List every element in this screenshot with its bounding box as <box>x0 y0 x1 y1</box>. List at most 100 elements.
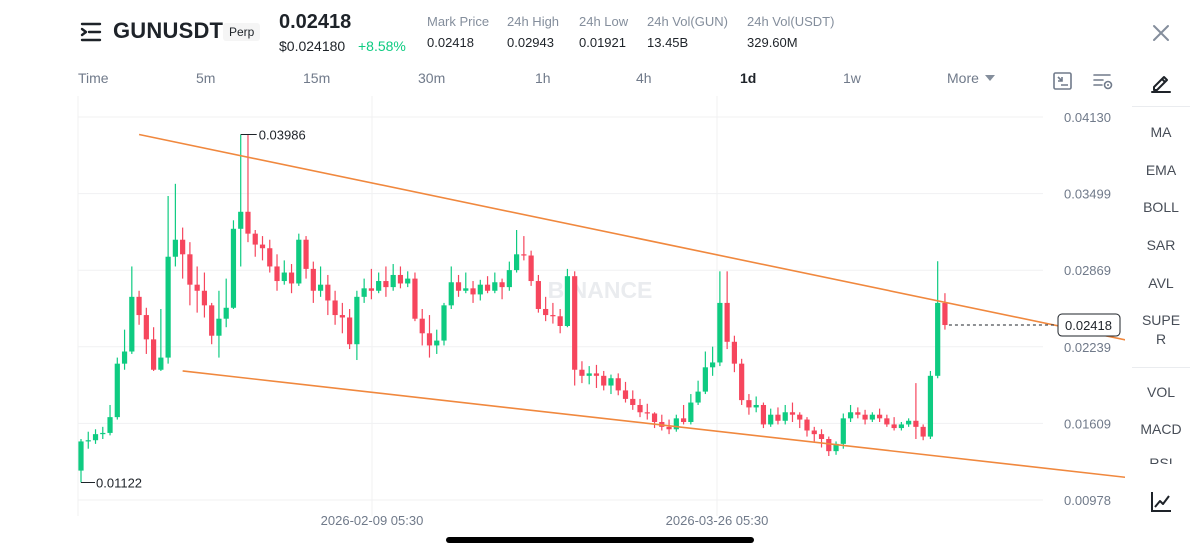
candle-down <box>180 239 186 255</box>
candle-down <box>209 305 215 336</box>
candle-up <box>405 278 411 284</box>
candle-down <box>274 266 280 282</box>
candle-down <box>303 239 309 269</box>
contract-type-badge: Perp <box>223 23 261 41</box>
candle-down <box>455 282 462 291</box>
indicator-super[interactable]: SUPE R <box>1132 311 1190 349</box>
indicator-ema[interactable]: EMA <box>1145 162 1177 178</box>
last-price: 0.02418 <box>279 11 352 33</box>
indicator-ma[interactable]: MA <box>1150 124 1172 140</box>
candle-down <box>194 284 200 291</box>
candle-up <box>441 305 447 341</box>
close-icon[interactable] <box>1150 22 1172 44</box>
candle-up <box>354 296 360 345</box>
candle-down <box>724 302 730 342</box>
tab-4h[interactable]: 4h <box>636 70 652 86</box>
candle-down <box>288 272 295 284</box>
indicator-rsi[interactable]: RSI <box>1149 455 1173 464</box>
candle-down <box>920 426 926 437</box>
stat-24h-low: 24h Low 0.01921 <box>579 14 628 50</box>
candle-down <box>143 315 149 340</box>
candle-down <box>826 439 832 452</box>
y-tick-label: 0.02869 <box>1064 263 1111 278</box>
chart-layout-icon[interactable] <box>1052 70 1074 92</box>
tab-15m[interactable]: 15m <box>303 70 331 86</box>
candle-up <box>782 412 788 421</box>
candle-down <box>731 341 737 364</box>
candle-down <box>572 276 578 370</box>
menu-icon[interactable] <box>80 20 104 44</box>
stat-value: 0.01921 <box>579 35 626 50</box>
y-axis: 0.04130 0.03499 0.02869 0.02239 0.01609 0.009… <box>1057 110 1121 508</box>
stat-label: 24h High <box>507 14 560 29</box>
candle-up <box>281 272 287 282</box>
candle-down <box>637 404 643 413</box>
more-dropdown[interactable]: More <box>947 70 995 92</box>
price-markers: 0.03986 0.01122 <box>81 127 1057 491</box>
chart-settings-icon[interactable] <box>1092 70 1114 92</box>
home-indicator <box>446 537 754 543</box>
stat-24h-high: 24h High 0.02943 <box>507 14 559 50</box>
tab-1h[interactable]: 1h <box>535 70 551 86</box>
candle-up <box>492 282 498 291</box>
candle-down <box>739 363 745 401</box>
candle-down <box>862 414 868 420</box>
candle-up <box>390 274 396 288</box>
candle-up <box>506 270 512 288</box>
indicator-avl[interactable]: AVL <box>1148 275 1174 291</box>
y-tick-label: 0.03499 <box>1064 187 1111 202</box>
stat-label: 24h Low <box>579 14 629 29</box>
watermark: BINANCE <box>548 277 653 303</box>
candle-down <box>579 369 585 376</box>
candles <box>78 134 948 483</box>
tab-time[interactable]: Time <box>78 70 109 86</box>
candle-down <box>245 211 251 234</box>
candle-down <box>267 248 273 267</box>
stat-mark-price: Mark Price 0.02418 <box>427 14 489 50</box>
candle-down <box>630 398 636 405</box>
x-tick-label: 2026-02-09 05:30 <box>321 513 424 528</box>
trendline-upper[interactable] <box>138 133 1125 345</box>
candle-up <box>608 378 614 386</box>
indicator-sar[interactable]: SAR <box>1146 237 1176 253</box>
candle-up <box>216 318 222 336</box>
candle-down <box>484 284 491 291</box>
indicator-chart-icon[interactable] <box>1149 490 1173 514</box>
tab-30m[interactable]: 30m <box>418 70 446 86</box>
candle-down <box>521 254 527 256</box>
tab-5m[interactable]: 5m <box>196 70 216 86</box>
candle-up <box>376 281 382 291</box>
draw-pencil-icon[interactable] <box>1149 70 1173 94</box>
chart-grid <box>77 96 1043 516</box>
candle-down <box>746 400 752 408</box>
candle-down <box>499 282 505 288</box>
candle-down <box>942 302 948 326</box>
candle-up <box>477 284 483 295</box>
stat-24h-vol-gun: 24h Vol(GUN) 13.45B <box>647 14 728 50</box>
y-tick-label: 0.04130 <box>1064 110 1111 125</box>
indicator-macd[interactable]: MACD <box>1140 421 1182 437</box>
indicator-vol[interactable]: VOL <box>1146 384 1175 400</box>
indicator-boll[interactable]: BOLL <box>1143 199 1179 215</box>
stat-value: 0.02943 <box>507 35 554 50</box>
candle-down <box>622 390 629 399</box>
trendline-lower[interactable] <box>182 370 1125 480</box>
candle-down <box>855 412 861 415</box>
candle-down <box>891 424 897 429</box>
stat-value: 0.02418 <box>427 35 474 50</box>
candle-up <box>448 282 454 306</box>
candle-down <box>383 281 389 288</box>
stat-value: 13.45B <box>647 35 689 50</box>
candle-down <box>397 274 404 284</box>
stat-label: 24h Vol(GUN) <box>647 14 728 29</box>
tab-1d[interactable]: 1d <box>740 70 757 86</box>
ticker-header: GUNUSDT Perp 0.02418 $0.024180 +8.58% Ma… <box>0 0 1200 62</box>
candle-up <box>85 440 91 442</box>
trendlines <box>138 133 1125 480</box>
tab-1w[interactable]: 1w <box>843 70 861 86</box>
sidebar-divider <box>1132 106 1190 107</box>
symbol-name[interactable]: GUNUSDT <box>113 18 224 43</box>
candle-up <box>230 228 237 308</box>
candle-down <box>557 316 563 326</box>
